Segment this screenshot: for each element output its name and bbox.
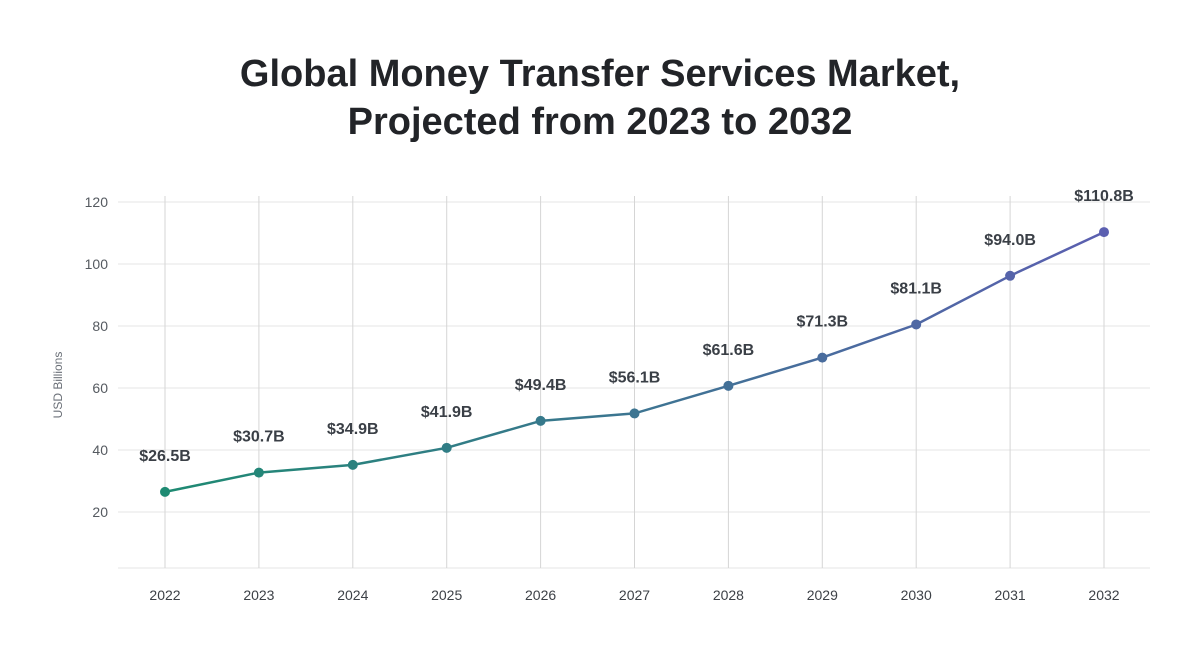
x-tick-label: 2025	[431, 587, 462, 603]
data-point	[535, 415, 546, 426]
data-point	[1005, 270, 1016, 281]
data-point	[911, 319, 922, 330]
y-tick-label: 120	[85, 194, 109, 210]
x-tick-label: 2023	[243, 587, 274, 603]
data-label: $71.3B	[797, 314, 849, 331]
grid	[118, 196, 1150, 569]
x-tick-label: 2032	[1088, 587, 1119, 603]
y-axis-label: USD Billions	[51, 352, 65, 419]
y-tick-label: 20	[92, 504, 108, 520]
chart-title: Global Money Transfer Services Market, P…	[0, 50, 1200, 146]
y-tick-label: 40	[92, 442, 108, 458]
x-tick-label: 2022	[149, 587, 180, 603]
data-label: $49.4B	[515, 377, 567, 394]
x-tick-label: 2027	[619, 587, 650, 603]
x-tick-label: 2030	[901, 587, 932, 603]
data-label: $81.1B	[890, 280, 942, 297]
data-label: $61.6B	[703, 342, 755, 359]
data-point	[723, 380, 734, 391]
data-point	[441, 442, 452, 453]
y-tick-label: 100	[85, 256, 109, 272]
series-revenue	[160, 227, 1109, 497]
data-label: $41.9B	[421, 404, 473, 421]
x-tick-label: 2028	[713, 587, 744, 603]
data-point	[253, 467, 264, 478]
data-label: $34.9B	[327, 421, 379, 438]
y-tick-label: 60	[92, 380, 108, 396]
data-label: $94.0B	[984, 232, 1036, 249]
data-point	[1099, 227, 1109, 238]
data-labels: $26.5B $30.7B $34.9B $41.9B $49.4B $56.1B $61.…	[139, 188, 1134, 465]
data-label: $56.1B	[609, 369, 661, 386]
x-tick-label: 2024	[337, 587, 368, 603]
axes: USD Billions 20 40 60 80 100 120 2022 2023 2024 2…	[51, 194, 1120, 603]
data-point	[347, 459, 358, 470]
data-point	[817, 352, 828, 363]
y-tick-label: 80	[92, 318, 108, 334]
x-tick-label: 2026	[525, 587, 556, 603]
data-label: $110.8B	[1074, 188, 1134, 205]
data-label: $30.7B	[233, 429, 285, 446]
data-point	[160, 486, 170, 497]
data-label: $26.5B	[139, 448, 191, 465]
chart-title-line-2: Projected from 2023 to 2032	[347, 101, 853, 143]
chart-title-line-1: Global Money Transfer Services Market,	[239, 53, 961, 95]
x-tick-label: 2029	[807, 587, 838, 603]
x-tick-label: 2031	[995, 587, 1026, 603]
data-point	[629, 408, 640, 419]
